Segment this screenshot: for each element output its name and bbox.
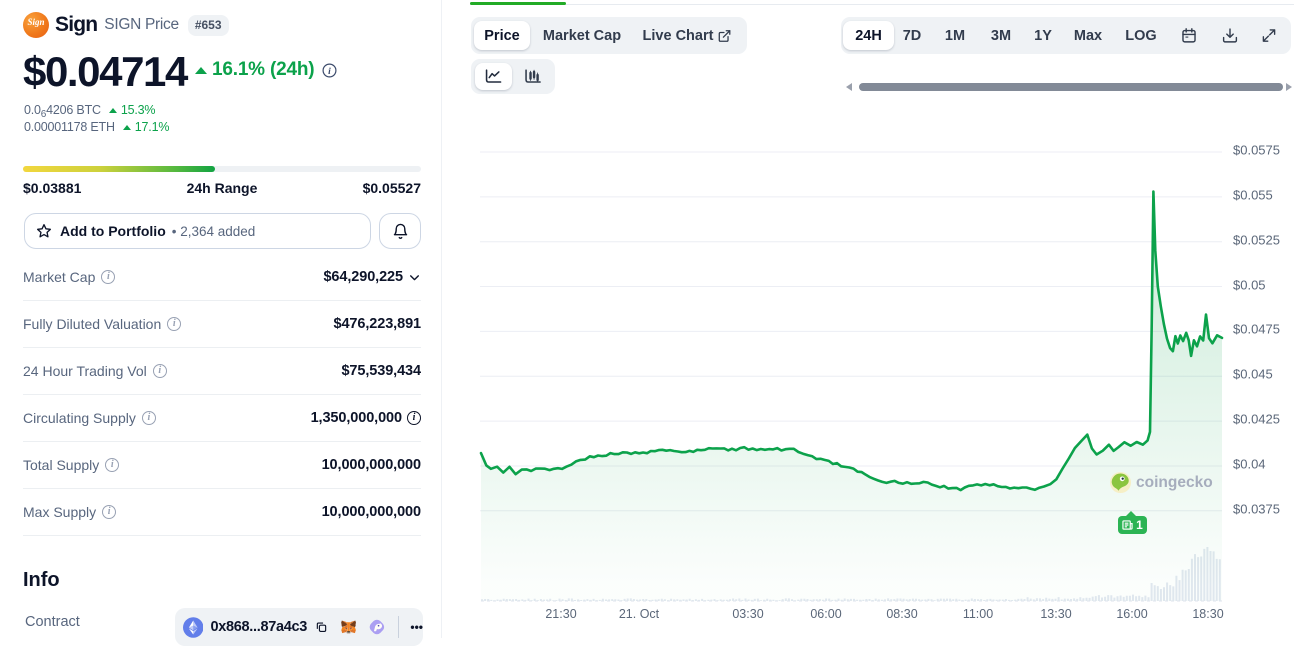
svg-text:i: i xyxy=(329,66,332,76)
